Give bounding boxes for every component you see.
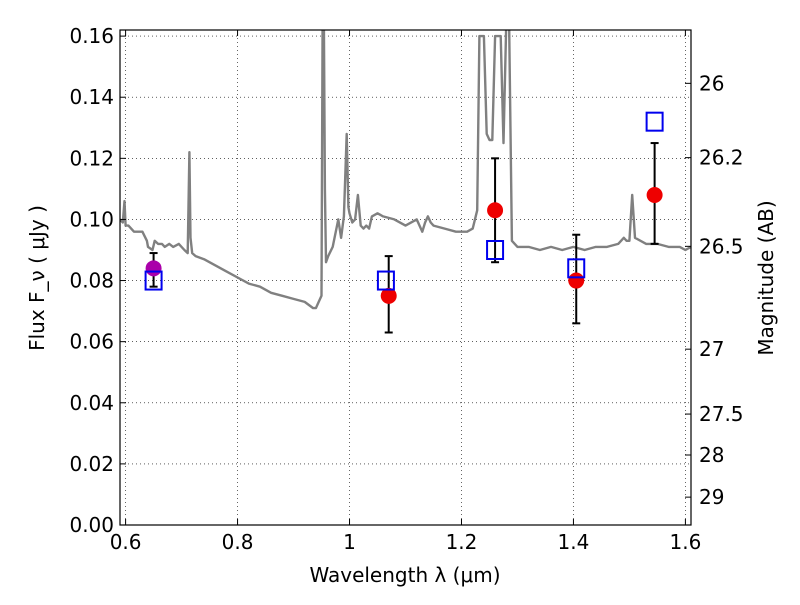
model-square-marker [144,270,163,291]
x-tick-label: 1 [343,530,356,554]
y2-tick-label: 26 [699,71,724,95]
model-square-marker [486,240,505,260]
data-layer [120,30,691,334]
y-tick-label: 0.12 [69,146,114,170]
grid [120,30,691,526]
x-tick-label: 0.8 [222,530,254,554]
y2-tick-label: 28 [699,443,724,467]
axes: 0.6 0.8 1 1.2 1.4 1.6 0.00 0.02 0.04 0.06 0.08 0.10… [69,24,743,554]
y-tick-label: 0.02 [69,452,114,476]
model-square-marker [645,111,664,132]
y2-tick-label: 27 [699,337,724,361]
x-tick-label: 1.4 [558,530,590,554]
y-tick-label: 0.16 [69,24,114,48]
model-square-marker [376,270,395,291]
y2-axis-title: Magnitude (AB) [754,200,778,355]
data-point [568,272,585,289]
y-tick-label: 0.10 [69,207,114,231]
model-spectrum-line [120,30,691,310]
y-tick-label: 0.00 [69,513,114,537]
data-point [646,187,663,203]
y-tick-label: 0.14 [69,85,114,109]
x-axis-title: Wavelength λ (μm) [309,563,500,587]
data-point [487,202,504,219]
plot-frame [119,29,692,526]
y-tick-label: 0.08 [69,269,114,293]
y2-tick-label: 29 [699,485,724,509]
y-tick-label: 0.04 [69,391,114,415]
x-tick-label: 1.2 [446,530,478,554]
y-axis-title: Flux F_ν ( μJy ) [25,205,49,351]
y-tick-label: 0.06 [69,330,114,354]
y2-tick-label: 26.2 [699,146,744,170]
data-point [145,260,162,277]
x-tick-label: 1.6 [669,530,701,554]
y2-tick-label: 26.5 [699,234,744,258]
x-tick-label: 0.6 [110,530,142,554]
model-square-marker [567,258,586,279]
y2-tick-label: 27.5 [699,402,744,426]
data-point [380,287,397,304]
